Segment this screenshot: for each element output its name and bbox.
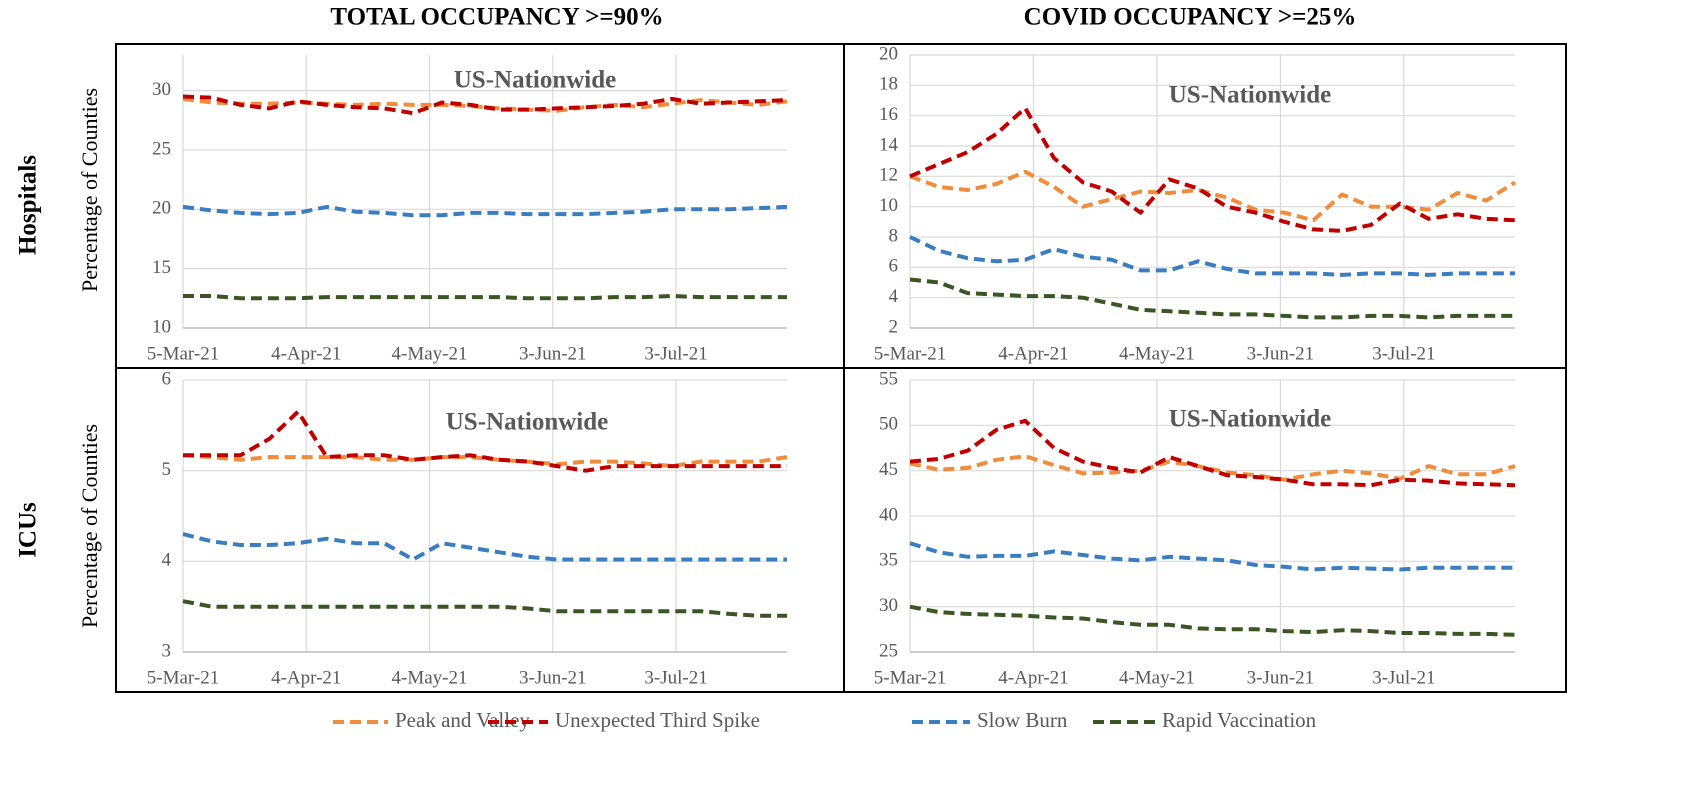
x-tick-label: 3-Jun-21 — [519, 667, 587, 688]
y-tick-label: 55 — [879, 368, 898, 389]
y-tick-label: 15 — [152, 257, 171, 278]
y-tick-label: 4 — [889, 286, 899, 307]
y-tick-label: 50 — [879, 414, 898, 435]
legend-label: Slow Burn — [977, 708, 1068, 732]
x-tick-label: 3-Jun-21 — [1247, 667, 1315, 688]
y-tick-label: 25 — [879, 640, 898, 661]
x-tick-label: 3-Jun-21 — [1247, 343, 1315, 364]
x-tick-label: 4-May-21 — [1119, 667, 1195, 688]
x-tick-label: 5-Mar-21 — [147, 667, 219, 688]
x-tick-label: 4-Apr-21 — [998, 343, 1068, 364]
y-axis-label: Percentage of Counties — [77, 424, 102, 628]
series-line — [909, 106, 1516, 233]
x-tick-label: 5-Mar-21 — [874, 343, 946, 364]
x-tick-label: 4-May-21 — [392, 667, 468, 688]
x-tick-label: 4-May-21 — [392, 343, 468, 364]
y-tick-label: 16 — [879, 104, 898, 125]
x-tick-label: 3-Jun-21 — [519, 343, 587, 364]
annotation: US-Nationwide — [1169, 406, 1332, 433]
column-title: TOTAL OCCUPANCY >=90% — [330, 4, 663, 31]
x-tick-label: 5-Mar-21 — [147, 343, 219, 364]
annotation: US-Nationwide — [454, 67, 617, 94]
y-tick-label: 10 — [879, 195, 898, 216]
x-tick-label: 3-Jul-21 — [644, 343, 707, 364]
series-line — [183, 409, 787, 473]
legend: Peak and Valley Unexpected Third Spike Slo… — [333, 708, 1317, 732]
legend-label: Rapid Vaccination — [1162, 708, 1317, 732]
legend-label: Unexpected Third Spike — [555, 708, 760, 732]
legend-label: Peak and Valley — [395, 708, 530, 732]
y-tick-label: 5 — [162, 459, 172, 480]
series-line — [183, 294, 787, 301]
x-tick-label: 4-Apr-21 — [998, 667, 1068, 688]
row-label: ICUs — [15, 502, 42, 558]
x-tick-label: 4-Apr-21 — [271, 667, 341, 688]
annotation: US-Nationwide — [446, 409, 609, 436]
y-tick-label: 25 — [152, 138, 171, 159]
series-line — [909, 541, 1515, 572]
x-tick-label: 5-Mar-21 — [874, 667, 946, 688]
series-line — [182, 94, 788, 116]
y-tick-label: 3 — [162, 640, 172, 661]
y-tick-label: 35 — [879, 550, 898, 571]
row-label: Hospitals — [15, 155, 42, 255]
y-tick-label: 4 — [162, 550, 172, 571]
y-tick-label: 20 — [879, 43, 898, 64]
y-tick-label: 10 — [152, 316, 171, 337]
y-tick-label: 14 — [879, 134, 899, 155]
y-tick-label: 12 — [879, 165, 898, 186]
y-tick-label: 40 — [879, 504, 898, 525]
y-tick-label: 18 — [879, 74, 898, 95]
series-line — [182, 532, 787, 562]
y-tick-label: 30 — [879, 595, 898, 616]
y-tick-label: 2 — [889, 316, 899, 337]
y-tick-label: 6 — [162, 368, 172, 389]
series-line — [909, 169, 1517, 223]
column-title: COVID OCCUPANCY >=25% — [1024, 4, 1357, 31]
y-tick-label: 30 — [152, 79, 171, 100]
y-tick-label: 8 — [889, 225, 899, 246]
x-tick-label: 3-Jul-21 — [1372, 667, 1435, 688]
x-tick-label: 4-May-21 — [1119, 343, 1195, 364]
y-tick-label: 45 — [879, 459, 898, 480]
series-line — [909, 277, 1515, 320]
y-tick-label: 6 — [889, 256, 899, 277]
annotation: US-Nationwide — [1169, 82, 1332, 109]
x-tick-label: 3-Jul-21 — [644, 667, 707, 688]
y-axis-label: Percentage of Counties — [77, 88, 102, 292]
y-tick-label: 20 — [152, 198, 171, 219]
series-line — [909, 235, 1515, 277]
x-tick-label: 3-Jul-21 — [1372, 343, 1435, 364]
series-line — [909, 418, 1516, 488]
x-tick-label: 4-Apr-21 — [271, 343, 341, 364]
